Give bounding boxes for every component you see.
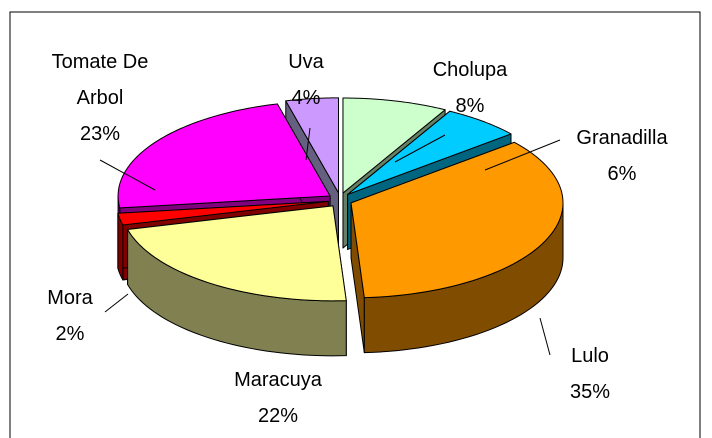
leader-line — [484, 139, 561, 171]
leader-line — [104, 293, 129, 313]
value-label: 6% — [607, 163, 637, 185]
leader-line — [305, 127, 311, 161]
slice — [127, 205, 347, 357]
value-label: 22% — [257, 405, 299, 427]
slice-top — [127, 205, 347, 302]
slice-top — [117, 200, 329, 226]
category-label: Uva — [288, 51, 324, 73]
category-label: Cholupa — [432, 59, 508, 81]
value-label: 8% — [455, 95, 485, 117]
slice-top — [285, 97, 339, 194]
slice-top — [117, 103, 331, 209]
category-label: Mora — [47, 287, 93, 309]
slice-top — [342, 97, 446, 194]
category-label: Lulo — [571, 345, 609, 367]
value-label: 35% — [569, 381, 611, 403]
category-label: Tomate De Arbol — [51, 51, 149, 109]
slice-top — [347, 110, 512, 195]
slice-label: Tomate De Arbol 23% — [40, 44, 160, 152]
category-label: Maracuya — [234, 369, 322, 391]
slice-label: Uva 4% — [241, 44, 371, 116]
value-label: 23% — [79, 123, 121, 145]
slice-label: Granadilla 6% — [557, 120, 687, 192]
slice-label: Cholupa 8% — [405, 52, 535, 124]
leader-line — [394, 134, 446, 163]
slice-label: Maracuya 22% — [213, 362, 343, 434]
leader-line — [539, 317, 551, 356]
value-label: 2% — [55, 323, 85, 345]
slice-top — [350, 141, 564, 299]
category-label: Granadilla — [576, 127, 668, 149]
slice-label: Mora 2% — [5, 280, 135, 352]
slice-label: Lulo 35% — [525, 338, 655, 410]
value-label: 4% — [291, 87, 321, 109]
slice — [350, 141, 564, 354]
leader-line — [99, 159, 156, 191]
